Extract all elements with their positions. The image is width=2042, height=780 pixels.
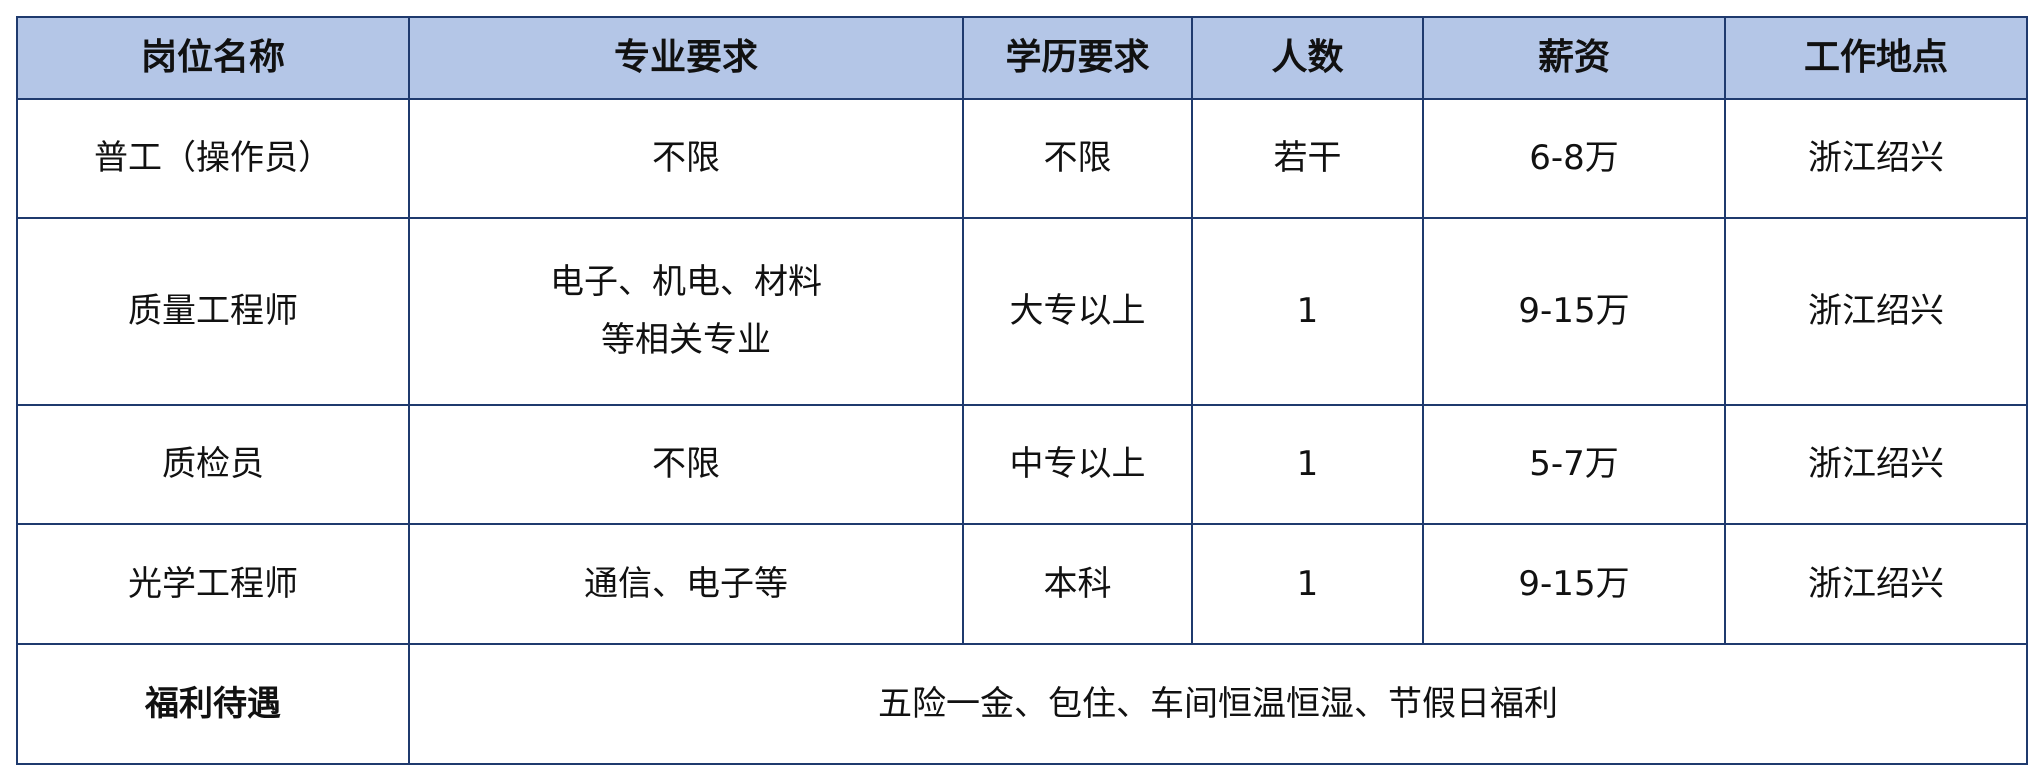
- benefits-value: 五险一金、包住、车间恒温恒湿、节假日福利: [408, 643, 2028, 765]
- cell-count: 1: [1191, 404, 1424, 525]
- cell-major: 不限: [408, 404, 964, 525]
- cell-position: 光学工程师: [16, 523, 410, 645]
- major-line: 不限: [652, 444, 720, 484]
- cell-major: 电子、机电、材料 等相关专业: [408, 217, 964, 406]
- cell-education: 不限: [962, 98, 1193, 219]
- header-education: 学历要求: [962, 16, 1193, 100]
- cell-education: 本科: [962, 523, 1193, 645]
- major-line: 等相关专业: [601, 319, 771, 360]
- cell-count: 1: [1191, 523, 1424, 645]
- cell-location: 浙江绍兴: [1724, 217, 2028, 406]
- major-line: 通信、电子等: [584, 563, 788, 604]
- table-row: 质量工程师 电子、机电、材料 等相关专业 大专以上 1 9-15万 浙江绍兴: [16, 217, 2028, 406]
- cell-salary: 6-8万: [1422, 98, 1726, 219]
- benefits-row: 福利待遇 五险一金、包住、车间恒温恒湿、节假日福利: [16, 643, 2028, 765]
- cell-salary: 9-15万: [1422, 523, 1726, 645]
- header-position: 岗位名称: [16, 16, 410, 100]
- cell-count: 1: [1191, 217, 1424, 406]
- header-location: 工作地点: [1724, 16, 2028, 100]
- cell-salary: 5-7万: [1422, 404, 1726, 525]
- cell-location: 浙江绍兴: [1724, 404, 2028, 525]
- table-row: 光学工程师 通信、电子等 本科 1 9-15万 浙江绍兴: [16, 523, 2028, 645]
- cell-position: 普工（操作员）: [16, 98, 410, 219]
- benefits-label: 福利待遇: [16, 643, 410, 765]
- cell-location: 浙江绍兴: [1724, 98, 2028, 219]
- cell-salary: 9-15万: [1422, 217, 1726, 406]
- header-salary: 薪资: [1422, 16, 1726, 100]
- cell-count: 若干: [1191, 98, 1424, 219]
- table-row: 质检员 不限 中专以上 1 5-7万 浙江绍兴: [16, 404, 2028, 525]
- cell-major: 不限: [408, 98, 964, 219]
- cell-location: 浙江绍兴: [1724, 523, 2028, 645]
- cell-education: 大专以上: [962, 217, 1193, 406]
- header-count: 人数: [1191, 16, 1424, 100]
- cell-position: 质量工程师: [16, 217, 410, 406]
- header-major: 专业要求: [408, 16, 964, 100]
- major-line: 不限: [652, 138, 720, 178]
- cell-position: 质检员: [16, 404, 410, 525]
- table-row: 普工（操作员） 不限 不限 若干 6-8万 浙江绍兴: [16, 98, 2028, 219]
- job-table: 岗位名称 专业要求 学历要求 人数 薪资 工作地点 普工（操作员） 不限 不限 …: [16, 16, 2028, 765]
- major-line: 电子、机电、材料: [550, 261, 822, 302]
- cell-education: 中专以上: [962, 404, 1193, 525]
- cell-major: 通信、电子等: [408, 523, 964, 645]
- table-header-row: 岗位名称 专业要求 学历要求 人数 薪资 工作地点: [16, 16, 2028, 100]
